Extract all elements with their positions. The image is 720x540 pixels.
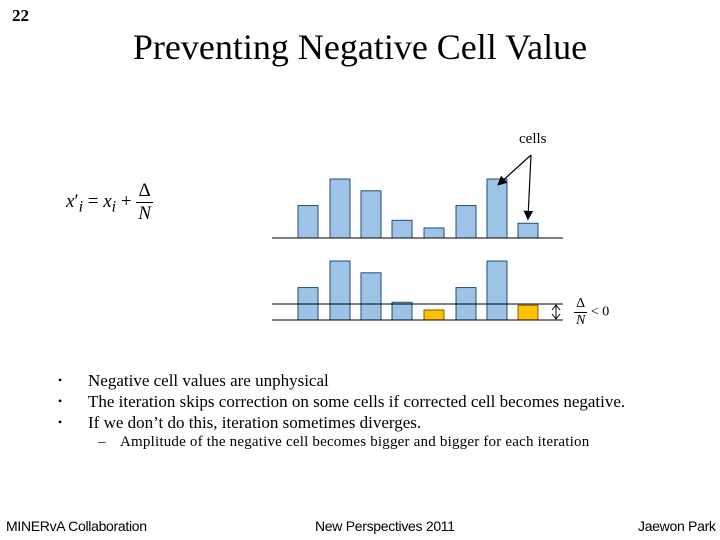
formula-lhs-prime: ′ bbox=[74, 190, 79, 212]
formula-denominator: N bbox=[138, 203, 151, 224]
sub-bullet-marker: – bbox=[98, 434, 106, 450]
top-row-cells bbox=[297, 178, 539, 239]
formula-fraction: Δ N bbox=[136, 180, 153, 225]
bullet-marker: • bbox=[58, 394, 63, 408]
cells-arrow-right bbox=[523, 154, 534, 221]
condition-denominator: N bbox=[576, 313, 586, 328]
negative-condition: Δ N < 0 bbox=[574, 296, 609, 329]
cell-bar bbox=[391, 301, 413, 321]
slide-title: Preventing Negative Cell Value bbox=[132, 27, 588, 67]
cell-bar bbox=[486, 178, 508, 239]
formula-numerator: Δ bbox=[136, 180, 153, 203]
formula-lhs-var: x bbox=[66, 190, 75, 212]
formula-rhs-var: x bbox=[103, 190, 112, 212]
bottom-row-cells bbox=[297, 260, 539, 321]
condition-relation: < 0 bbox=[590, 304, 610, 320]
cell-bar bbox=[329, 178, 351, 239]
offset-arrow-down bbox=[551, 313, 561, 320]
cell-bar bbox=[360, 190, 382, 239]
bullet-text: If we don’t do this, iteration sometimes… bbox=[88, 413, 422, 432]
formula-plus: + bbox=[120, 190, 132, 212]
formula-lhs-sub: i bbox=[78, 198, 83, 216]
cell-bar bbox=[486, 260, 508, 321]
cells-arrow-left bbox=[497, 154, 532, 186]
cell-bar bbox=[391, 219, 413, 239]
footer-left: MINERvA Collaboration bbox=[6, 518, 147, 534]
bullet-list: • Negative cell values are unphysical • … bbox=[58, 370, 625, 433]
cells-label: cells bbox=[519, 131, 547, 147]
cell-bar bbox=[423, 227, 445, 239]
cell-bar bbox=[517, 222, 539, 239]
cell-bar bbox=[455, 205, 477, 239]
cell-bar bbox=[329, 260, 351, 321]
cell-bar bbox=[360, 272, 382, 321]
bullet-marker: • bbox=[58, 373, 63, 387]
bullet-item: • If we don’t do this, iteration sometim… bbox=[58, 412, 625, 433]
update-formula: x′i = xi + Δ N bbox=[66, 180, 153, 225]
footer-right: Jaewon Park bbox=[638, 518, 716, 534]
bullet-text: The iteration skips correction on some c… bbox=[88, 392, 626, 411]
sub-bullet-item: – Amplitude of the negative cell becomes… bbox=[98, 434, 589, 451]
negative-cell-bar bbox=[423, 309, 445, 321]
footer-center: New Perspectives 2011 bbox=[315, 518, 455, 534]
negative-cell-bar bbox=[517, 304, 539, 321]
condition-numerator: Δ bbox=[574, 296, 588, 313]
formula-rhs-sub: i bbox=[111, 198, 117, 216]
bullet-item: • Negative cell values are unphysical bbox=[58, 370, 625, 391]
offset-arrow-up bbox=[551, 304, 561, 311]
slide-number: 22 bbox=[12, 6, 29, 25]
sub-bullet-text: Amplitude of the negative cell becomes b… bbox=[120, 434, 590, 450]
formula-equals: = bbox=[87, 190, 99, 212]
bullet-marker: • bbox=[58, 415, 63, 429]
bullet-text: Negative cell values are unphysical bbox=[88, 371, 329, 390]
bullet-item: • The iteration skips correction on some… bbox=[58, 391, 625, 412]
cell-bar bbox=[297, 205, 319, 239]
